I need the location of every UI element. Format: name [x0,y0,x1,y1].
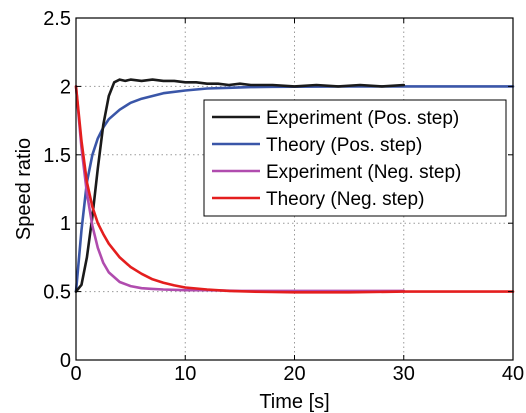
x-tick-label: 0 [70,363,81,385]
x-tick-label: 40 [502,363,524,385]
y-tick-label: 2.5 [43,8,71,30]
x-tick-label: 10 [174,363,196,385]
y-tick-label: 2 [60,76,71,98]
y-tick-label: 1.5 [43,145,71,167]
y-tick-label: 1 [60,213,71,235]
legend-label-3: Theory (Neg. step) [266,189,424,210]
y-tick-label: 0.5 [43,282,71,304]
x-tick-label: 30 [393,363,415,385]
x-axis-label: Time [s] [259,391,329,413]
legend: Experiment (Pos. step) Theory (Pos. step)… [204,100,506,216]
legend-label-0: Experiment (Pos. step) [266,108,459,129]
y-axis-label: Speed ratio [13,138,35,240]
y-tick-label: 0 [60,350,71,372]
x-tick-label: 20 [283,363,305,385]
legend-label-2: Experiment (Neg. step) [266,162,461,183]
legend-label-1: Theory (Pos. step) [266,135,422,156]
